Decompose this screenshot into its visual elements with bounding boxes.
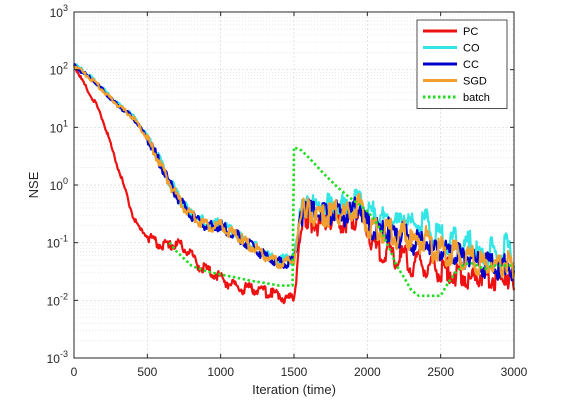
legend: PC CO CC SGD batch — [416, 19, 508, 109]
y-tick-label: 102 — [50, 61, 68, 78]
legend-label-sgd: SGD — [463, 76, 487, 88]
legend-label-co: CO — [463, 43, 480, 55]
series-line-batch — [168, 146, 514, 298]
x-tick-label: 1000 — [207, 365, 234, 379]
x-tick-label: 0 — [71, 365, 78, 379]
y-tick-label: 10-3 — [47, 349, 68, 366]
legend-label-pc: PC — [463, 26, 478, 38]
x-tick-label: 500 — [137, 365, 157, 379]
x-axis-label: Iteration (time) — [252, 382, 336, 397]
legend-label-cc: CC — [463, 59, 479, 71]
y-tick-label: 101 — [50, 118, 68, 135]
x-tick-label: 2000 — [354, 365, 381, 379]
y-axis-label: NSE — [26, 171, 41, 198]
legend-label-batch: batch — [463, 92, 490, 104]
y-tick-label: 10-2 — [47, 291, 68, 308]
x-tick-label: 1500 — [281, 365, 308, 379]
x-tick-label: 2500 — [427, 365, 454, 379]
y-tick-labels: 10-3 10-2 10-1 100 101 102 103 — [47, 3, 68, 366]
y-tick-label: 10-1 — [47, 234, 68, 251]
series-layer — [72, 63, 516, 305]
y-tick-label: 103 — [50, 3, 68, 20]
x-tick-labels: 0 500 1000 1500 2000 2500 3000 — [71, 365, 528, 379]
x-tick-label: 3000 — [501, 365, 528, 379]
axis-ticks — [73, 11, 515, 359]
series-line-pc — [72, 64, 516, 305]
y-tick-label: 100 — [50, 176, 68, 193]
